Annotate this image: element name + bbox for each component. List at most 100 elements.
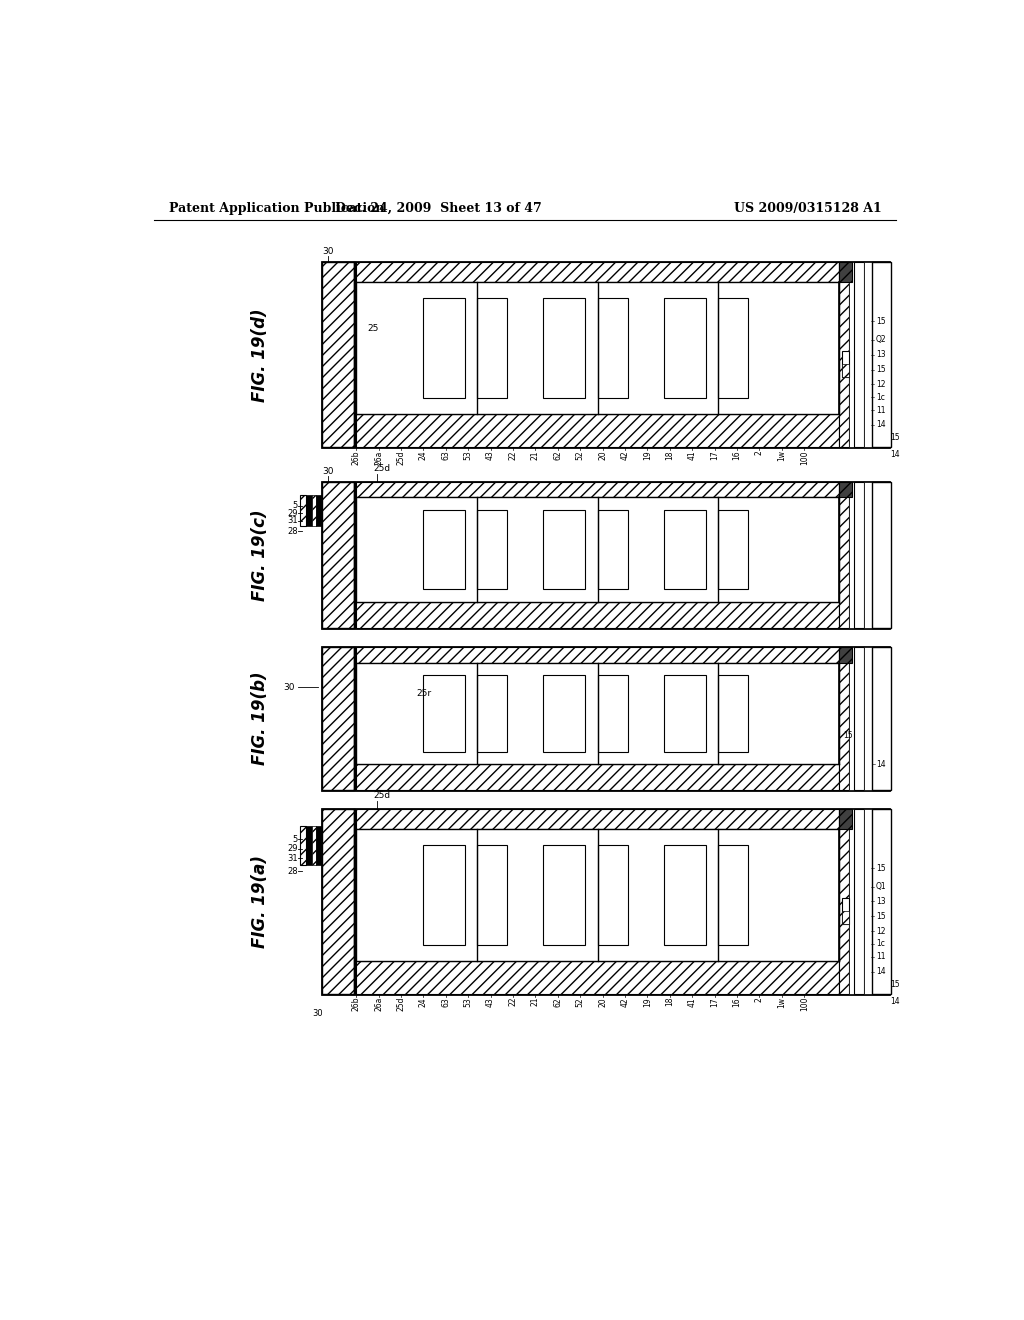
Bar [544,510,586,589]
Text: Q2: Q2 [876,335,887,345]
Text: 1c: 1c [876,940,885,949]
Text: 31: 31 [287,516,298,525]
Bar [354,647,356,789]
Text: 30: 30 [283,682,295,692]
Text: 62: 62 [553,997,562,1007]
Bar [544,298,586,399]
Bar [872,263,891,447]
Text: 25d: 25d [373,463,390,473]
Bar [839,482,852,498]
Text: 29: 29 [287,845,298,853]
Bar [544,845,586,945]
Text: 15: 15 [876,366,886,374]
Bar [356,961,839,994]
Bar [839,482,849,628]
Text: 14: 14 [890,450,899,459]
Text: 16: 16 [732,997,741,1007]
Bar [356,663,477,764]
Text: 2: 2 [755,997,764,1002]
Bar [354,482,356,628]
Bar [854,263,864,447]
Text: 25d: 25d [373,791,390,800]
Bar [322,482,889,628]
Text: Q1: Q1 [876,882,887,891]
Bar [477,845,507,945]
Bar [872,809,891,994]
Bar [839,647,849,789]
Bar [864,809,872,994]
Text: 19: 19 [643,450,652,459]
Bar [356,647,839,663]
Bar [843,351,849,378]
Text: 41: 41 [688,450,696,459]
Text: 2: 2 [755,450,764,455]
Text: 16: 16 [732,450,741,459]
Text: 5: 5 [293,502,298,510]
Text: 14: 14 [890,997,899,1006]
Text: 63: 63 [441,450,451,459]
Text: 26b: 26b [351,997,360,1011]
Bar [312,495,316,527]
Bar [839,809,852,829]
Bar [477,675,507,752]
Bar [322,482,354,628]
Text: 11: 11 [876,953,886,961]
Bar [864,647,872,789]
Text: 26b: 26b [351,450,360,465]
Text: 22: 22 [509,997,517,1006]
Bar [843,911,849,924]
Text: 42: 42 [621,450,630,459]
Bar [598,675,628,752]
Text: 14: 14 [876,421,886,429]
Bar [356,602,839,628]
Text: 20: 20 [598,997,607,1007]
Bar [477,282,598,414]
Bar [839,647,852,663]
Bar [843,898,849,924]
Bar [356,498,477,602]
Bar [854,647,864,789]
Bar [354,809,356,994]
Text: 52: 52 [575,450,585,459]
Text: 17: 17 [711,450,719,459]
Bar [664,298,707,399]
Text: 21: 21 [530,997,540,1006]
Text: 31: 31 [287,854,298,863]
Bar [477,510,507,589]
Text: Patent Application Publication: Patent Application Publication [169,202,385,215]
Text: 25r: 25r [417,689,432,698]
Bar [477,298,507,399]
Text: 17: 17 [711,997,719,1007]
Bar [598,510,628,589]
Text: 26a: 26a [374,450,383,465]
Text: 28: 28 [287,527,298,536]
Bar [849,809,854,994]
Bar [598,298,628,399]
Bar [872,482,891,628]
Text: 13: 13 [876,898,886,906]
Bar [843,364,849,378]
Bar [322,263,354,447]
Bar [598,845,628,945]
Text: 53: 53 [464,997,473,1007]
Bar [477,829,598,961]
Bar [322,809,354,994]
Bar [477,498,598,602]
Bar [718,510,749,589]
Text: FIG. 19(b): FIG. 19(b) [251,672,269,766]
Bar [477,663,598,764]
Text: 100: 100 [800,450,809,465]
Bar [544,675,586,752]
Text: 29: 29 [287,508,298,517]
Text: 15: 15 [876,912,886,921]
Bar [718,298,749,399]
Bar [854,809,864,994]
Bar [300,826,306,865]
Bar [316,495,322,527]
Text: 22: 22 [509,450,517,459]
Text: 18: 18 [666,997,675,1006]
Text: 15: 15 [876,317,886,326]
Bar [718,282,839,414]
Bar [598,498,718,602]
Bar [718,663,839,764]
